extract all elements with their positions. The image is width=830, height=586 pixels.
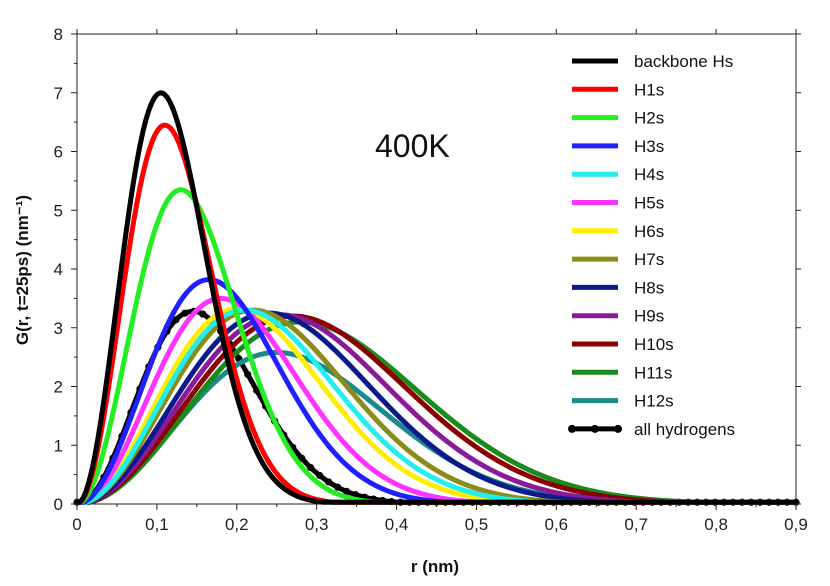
y-tick-label: 4	[54, 260, 63, 279]
series-line-backbone-hs	[74, 90, 799, 505]
x-tick-label: 0,6	[545, 515, 569, 534]
legend-label: H1s	[634, 80, 664, 99]
y-tick-label: 6	[54, 143, 63, 162]
series-marker	[343, 487, 351, 496]
legend-label: H12s	[634, 392, 674, 411]
legend-label: H2s	[634, 109, 664, 128]
legend-label: H4s	[634, 165, 664, 184]
y-axis-label: G(r, t=25ps) (nm⁻¹)	[13, 195, 32, 345]
series-marker	[244, 370, 252, 379]
legend-marker	[591, 424, 599, 433]
x-tick-label: 0,3	[305, 515, 329, 534]
x-tick-label: 0,7	[624, 515, 648, 534]
x-axis-label: r (nm)	[411, 557, 459, 576]
series-marker	[307, 463, 315, 472]
series-marker	[181, 309, 189, 317]
legend-label: H9s	[634, 307, 664, 326]
x-tick-label: 0,1	[145, 515, 169, 534]
x-tick-label: 0,8	[704, 515, 728, 534]
axes: 0 0,1 0,2 0,3 0,4 0,5 0,6 0,7 0,8 0,9 0 1 2 3 4 5 6 7 8	[54, 25, 808, 534]
legend-label: H5s	[634, 194, 664, 213]
y-tick-label: 2	[54, 378, 63, 397]
series-marker	[325, 478, 333, 486]
x-tick-label: 0	[72, 515, 81, 534]
temperature-annotation: 400K	[375, 128, 450, 164]
legend-label: H6s	[634, 222, 664, 241]
legend-marker	[614, 424, 622, 433]
y-tick-label: 5	[54, 201, 63, 220]
legend-label: H7s	[634, 250, 664, 269]
legend-label: all hydrogens	[634, 420, 735, 439]
y-tick-label: 3	[54, 319, 63, 338]
x-tick-label: 0,9	[784, 515, 808, 534]
legend-label: H11s	[634, 363, 672, 382]
curves	[73, 90, 800, 506]
y-tick-label: 7	[54, 84, 63, 103]
legend-label: H8s	[634, 278, 664, 297]
series-marker	[172, 316, 180, 324]
legend-label: H3s	[634, 137, 664, 156]
y-tick-label: 8	[54, 25, 63, 44]
y-tick-label: 1	[54, 436, 63, 455]
legend-label: backbone Hs	[634, 52, 733, 71]
legend: backbone Hs H1s H2s H3s H4s H5s H6s H7s H8s H9s H1…	[568, 52, 735, 439]
legend-marker	[568, 424, 576, 433]
y-tick-label: 0	[54, 495, 63, 514]
series-marker	[253, 386, 261, 395]
series-marker	[334, 483, 342, 491]
series-line-h2s	[74, 187, 799, 505]
x-tick-label: 0,5	[465, 515, 489, 534]
legend-label: H10s	[634, 335, 674, 354]
x-tick-label: 0,2	[225, 515, 249, 534]
series-marker	[298, 454, 306, 462]
series-marker	[316, 471, 324, 480]
x-tick-label: 0,4	[385, 515, 409, 534]
series-marker	[199, 310, 207, 318]
